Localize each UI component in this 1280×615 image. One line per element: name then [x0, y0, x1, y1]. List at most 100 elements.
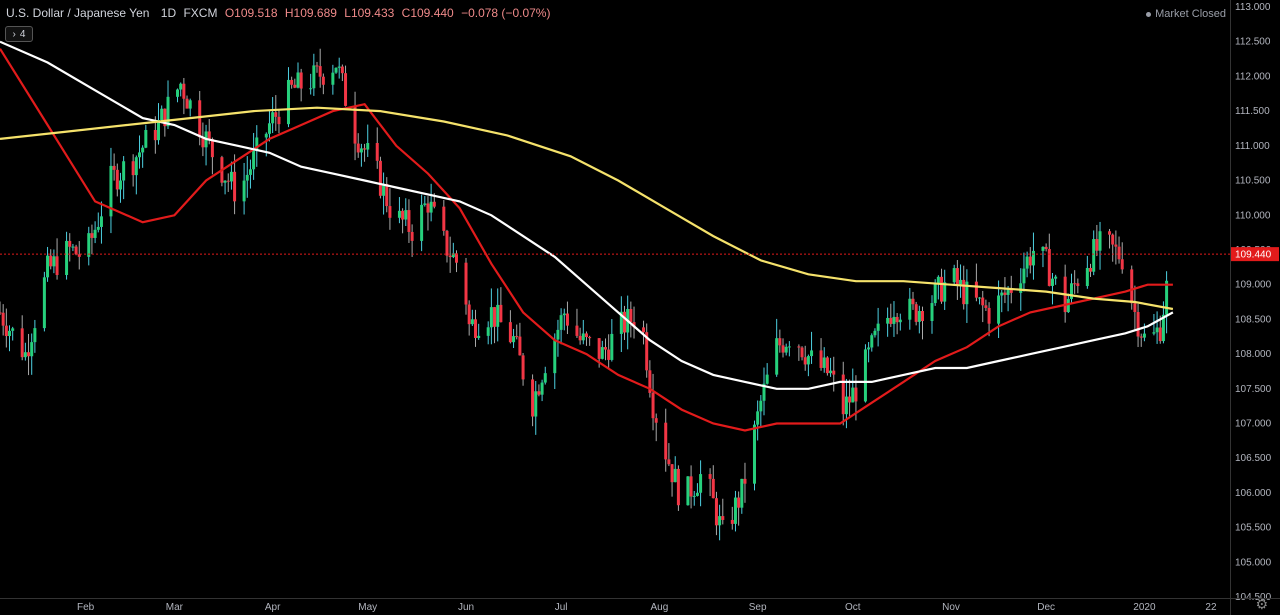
candle-body	[198, 100, 202, 138]
price-tick-label: 111.500	[1235, 106, 1270, 117]
candle-body	[315, 65, 319, 67]
candle-body	[112, 165, 116, 170]
candle-body	[137, 152, 141, 158]
candle-body	[737, 497, 741, 508]
candle-body	[974, 281, 978, 298]
candle-body	[781, 345, 785, 353]
candle-body	[762, 383, 766, 401]
candle-body	[426, 203, 430, 213]
candle-body	[556, 329, 560, 340]
candle-body	[1139, 336, 1143, 338]
time-tick-label: Jul	[555, 602, 568, 613]
price-tick-label: 107.500	[1235, 384, 1272, 395]
last-price-value: 109.440	[1235, 250, 1272, 261]
candle-body	[670, 464, 674, 483]
symbol-name[interactable]: U.S. Dollar / Japanese Yen	[6, 6, 150, 20]
candle-body	[340, 66, 344, 74]
candle-body	[486, 327, 490, 336]
candle-body	[1003, 292, 1007, 295]
candle-body	[1054, 276, 1058, 279]
candle-body	[984, 305, 988, 308]
price-tick-label: 107.000	[1235, 419, 1272, 430]
candle-body	[318, 66, 322, 77]
candle-body	[271, 112, 275, 124]
low-value: L109.433	[344, 6, 395, 20]
candle-body	[0, 312, 2, 314]
candle-body	[363, 148, 367, 150]
candle-body	[1130, 269, 1134, 304]
symbol-header: U.S. Dollar / Japanese Yen 1D FXCM O109.…	[6, 6, 554, 20]
candle-body	[1025, 256, 1029, 269]
candle-body	[375, 143, 379, 161]
price-tick-label: 109.000	[1235, 280, 1272, 291]
candle-body	[153, 129, 157, 141]
price-tick-label: 106.500	[1235, 453, 1272, 464]
candle-body	[334, 67, 338, 73]
price-axis[interactable]: 113.000 112.500 112.000 111.500 111.000 110.5…	[1230, 0, 1272, 615]
candle-body	[1047, 249, 1051, 286]
price-tick-label: 111.000	[1235, 141, 1270, 152]
candle-body	[467, 304, 471, 325]
candle-body	[429, 201, 433, 213]
candle-body	[936, 276, 940, 284]
candle-body	[489, 307, 493, 328]
candle-body	[1019, 283, 1023, 293]
candle-body	[1073, 283, 1077, 285]
time-axis[interactable]: Feb Mar Apr May Jun Jul Aug Sep Oct Nov Dec 2020 22	[0, 598, 1280, 614]
candle-body	[1085, 267, 1089, 287]
candle-body	[293, 84, 297, 88]
time-tick-label: Jun	[458, 602, 474, 613]
candle-body	[65, 240, 69, 275]
time-tick-label: Feb	[77, 602, 95, 613]
candle-body	[407, 210, 411, 232]
candle-body	[1076, 283, 1080, 287]
candle-body	[515, 336, 519, 338]
candle-body	[353, 105, 357, 144]
candle-body	[623, 311, 627, 333]
candle-body	[803, 357, 807, 365]
candle-body	[664, 422, 668, 460]
candle-body	[359, 148, 363, 153]
data-source: FXCM	[183, 6, 218, 20]
candle-body	[651, 392, 655, 419]
candle-body	[765, 374, 769, 384]
gear-icon[interactable]: ⚙	[1255, 596, 1268, 612]
price-tick-label: 110.000	[1235, 210, 1271, 221]
candle-body	[1031, 250, 1035, 266]
candle-body	[141, 147, 145, 153]
candle-body	[718, 516, 722, 526]
moving-average-line-3	[0, 106, 1174, 311]
candle-body	[356, 143, 360, 153]
candle-body	[454, 253, 458, 263]
candle-body	[1066, 298, 1070, 313]
candle-body	[496, 304, 500, 327]
indicators-toggle-button[interactable]: › 4	[5, 26, 33, 42]
candle-body	[1155, 327, 1159, 333]
candle-body	[714, 498, 718, 526]
candle-body	[584, 333, 588, 338]
candle-body	[470, 319, 474, 325]
price-tick-label: 105.500	[1235, 523, 1272, 534]
candle-body	[1069, 283, 1073, 299]
interval[interactable]: 1D	[160, 6, 177, 20]
candle-body	[955, 268, 959, 285]
candle-body	[676, 468, 680, 506]
candle-body	[90, 233, 94, 238]
candle-body	[1158, 327, 1162, 342]
candle-body	[11, 328, 15, 331]
candle-body	[321, 76, 325, 85]
candle-body	[1133, 303, 1137, 313]
candle-body	[277, 116, 281, 125]
candle-body	[448, 255, 452, 258]
price-tick-label: 112.000	[1235, 71, 1271, 82]
candle-body	[895, 316, 899, 323]
candle-body	[632, 322, 636, 328]
candle-body	[493, 307, 497, 327]
time-tick-label: Nov	[942, 602, 960, 613]
candle-body	[77, 254, 81, 257]
candle-body	[1041, 246, 1045, 251]
candle-body	[518, 336, 522, 356]
candle-body	[784, 346, 788, 353]
candle-body	[378, 160, 382, 196]
